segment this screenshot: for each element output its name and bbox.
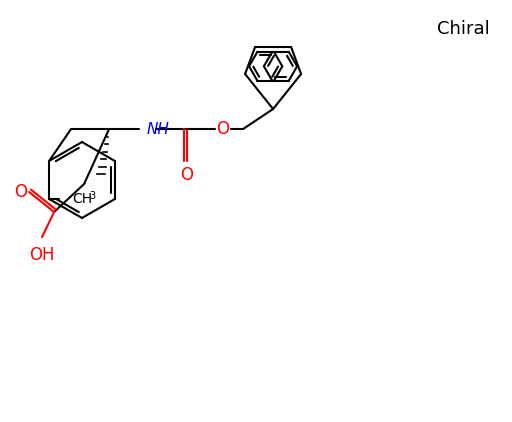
Text: OH: OH: [29, 246, 55, 264]
Text: Chiral: Chiral: [437, 20, 490, 38]
Text: CH: CH: [72, 192, 92, 206]
Text: O: O: [181, 166, 194, 184]
Text: NH: NH: [147, 122, 170, 136]
Text: 3: 3: [89, 191, 95, 201]
Text: O: O: [217, 120, 229, 138]
Text: O: O: [14, 183, 28, 201]
